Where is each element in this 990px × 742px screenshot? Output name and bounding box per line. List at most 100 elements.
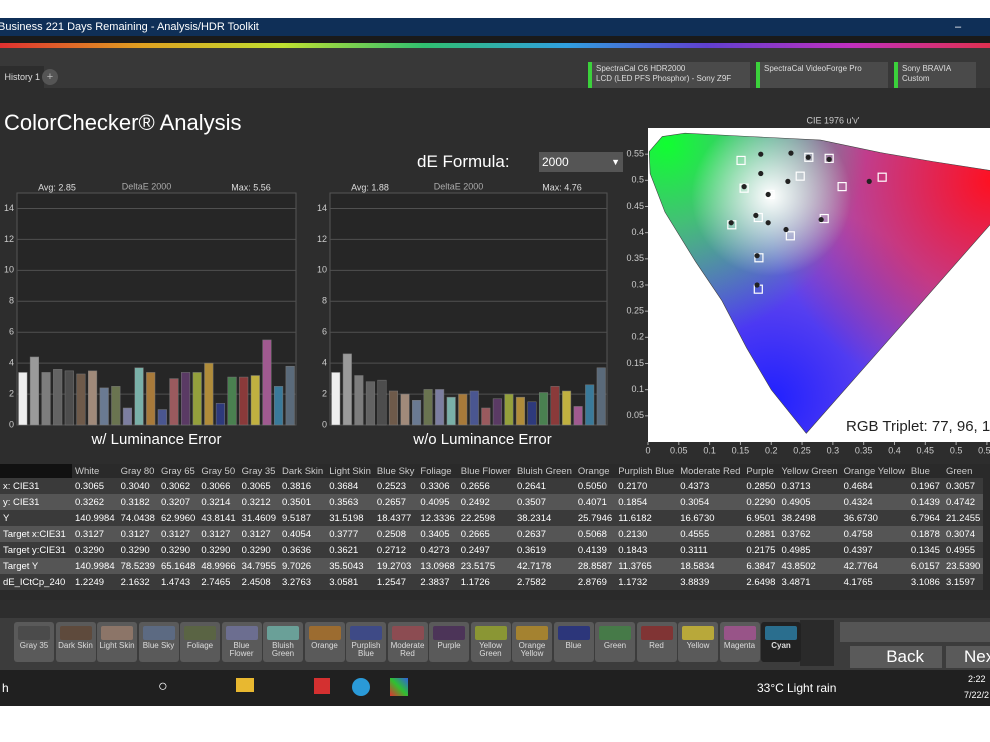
cell: 0.1345 (910, 544, 940, 556)
cell: 0.3182 (120, 496, 150, 508)
swatch-button[interactable]: Yellow Green (470, 622, 511, 662)
column-header: Light Skin (329, 465, 371, 477)
cell: 36.6730 (843, 512, 878, 524)
formula-select[interactable]: 2000 ▼ (539, 152, 623, 172)
date: 7/22/2 (964, 690, 990, 700)
cell: 0.3127 (160, 528, 191, 540)
x-tick-label: 0.3 (827, 445, 840, 455)
swatch-label: Cyan (771, 641, 791, 650)
bar (504, 393, 514, 426)
swatch-color (640, 626, 673, 640)
swatch-button[interactable]: Blue Sky (138, 622, 179, 662)
target-point (785, 231, 795, 241)
explorer-icon[interactable] (236, 678, 254, 692)
cell: 0.2850 (746, 480, 776, 492)
swatch-button[interactable]: Purplish Blue (346, 622, 386, 662)
cell: 0.3127 (120, 528, 150, 540)
swatch-bar: Back Next Gray 35 Dark Skin Light Skin Blue… (0, 618, 990, 670)
swatch-button[interactable]: Magenta (719, 622, 760, 662)
bar (274, 386, 284, 426)
swatch-label: Green (603, 641, 627, 650)
swatch-button[interactable]: Gray 35 (14, 622, 54, 662)
device-box[interactable]: SpectraCal C6 HDR2000 LCD (LED PFS Phosph… (588, 62, 750, 88)
swatch-button[interactable]: Red (636, 622, 677, 662)
cell: 43.8502 (781, 560, 816, 572)
cell: 0.4095 (420, 496, 450, 508)
swatch-button[interactable]: Orange Yellow (512, 622, 552, 662)
column-header: Blue Flower (460, 465, 511, 477)
bar (573, 406, 583, 426)
swatch-button[interactable]: Foliage (180, 622, 220, 662)
cie-title: CIE 1976 u'v' (807, 115, 860, 125)
bar (562, 390, 572, 426)
row-label: x: CIE31 (3, 480, 40, 492)
column-header: Blue (910, 465, 930, 477)
device-box[interactable]: SpectraCal VideoForge Pro (756, 62, 888, 88)
cell: 9.5187 (282, 512, 312, 524)
bar (146, 372, 156, 426)
cell: 6.0157 (910, 560, 940, 572)
cell: 0.3290 (75, 544, 105, 556)
avg-label: Avg: 2.85 (38, 182, 76, 192)
measured-point (754, 282, 760, 288)
app-icon[interactable] (314, 678, 330, 694)
x-tick-label: 0.35 (855, 445, 873, 455)
table-row: x: CIE31 0.3065 0.3040 0.3062 0.3066 0.3065 0.… (0, 478, 984, 494)
player-controls[interactable] (840, 622, 990, 642)
row-label: Y (3, 512, 10, 524)
swatch-button[interactable]: Moderate Red (387, 622, 428, 662)
swatch-button[interactable]: Yellow (678, 622, 718, 662)
cell: 3.8839 (680, 576, 710, 588)
swatch-button[interactable]: Orange (304, 622, 345, 662)
row-label: y: CIE31 (3, 496, 40, 508)
swatch-button[interactable]: Light Skin (97, 622, 137, 662)
title-bar: Business 221 Days Remaining - Analysis/H… (0, 18, 990, 36)
swatch-button[interactable]: Blue (553, 622, 594, 662)
gamut-red (763, 133, 990, 411)
swatch-color (433, 626, 465, 640)
cell: 23.5390 (945, 560, 981, 572)
minimize-button[interactable]: – (955, 21, 962, 33)
cell: 35.5043 (329, 560, 364, 572)
back-button[interactable]: Back (850, 646, 942, 668)
swatch-color (682, 626, 714, 640)
swatch-button[interactable]: Green (595, 622, 635, 662)
device-box[interactable]: Sony BRAVIA Custom (894, 62, 976, 88)
cell: 0.3816 (282, 480, 312, 492)
cell: 38.2498 (781, 512, 816, 524)
cell: 0.3290 (120, 544, 150, 556)
calman-icon[interactable] (390, 678, 408, 696)
swatch-button[interactable]: Bluish Green (263, 622, 303, 662)
measured-point (783, 226, 789, 233)
cell: 0.3563 (329, 496, 359, 508)
y-tick-label: 0.3 (631, 279, 644, 289)
measured-point (826, 156, 832, 162)
cell: 0.4742 (945, 496, 976, 508)
swatch-button[interactable]: Cyan (761, 622, 801, 662)
y-tick-label: 8 (322, 296, 327, 306)
column-header: Gray 80 (120, 465, 155, 477)
cell: 0.4373 (680, 480, 710, 492)
start-icon[interactable]: ○ (158, 678, 168, 695)
cell: 11.6182 (618, 512, 652, 524)
search-box[interactable]: h (2, 681, 9, 695)
add-tab[interactable]: + (42, 69, 58, 85)
cell: 13.0968 (420, 560, 455, 572)
swatch-color (225, 626, 258, 640)
next-button[interactable]: Next (946, 646, 990, 668)
target-point (795, 171, 805, 181)
swatch-button[interactable]: Dark Skin (55, 622, 96, 662)
edge-icon[interactable] (352, 678, 370, 696)
swatch-button[interactable]: Purple (429, 622, 469, 662)
cell: 2.7582 (516, 576, 546, 588)
x-tick-label: 0.15 (732, 445, 750, 455)
cell: 0.3057 (945, 480, 976, 492)
tab[interactable]: History 1 (0, 66, 44, 88)
cell: 62.9960 (160, 512, 196, 524)
y-tick-label: 0.4 (631, 227, 644, 237)
bar (481, 407, 491, 426)
cell: 0.2497 (460, 544, 490, 556)
swatch-label: Red (649, 641, 664, 650)
swatch-button[interactable]: Blue Flower (221, 622, 262, 662)
